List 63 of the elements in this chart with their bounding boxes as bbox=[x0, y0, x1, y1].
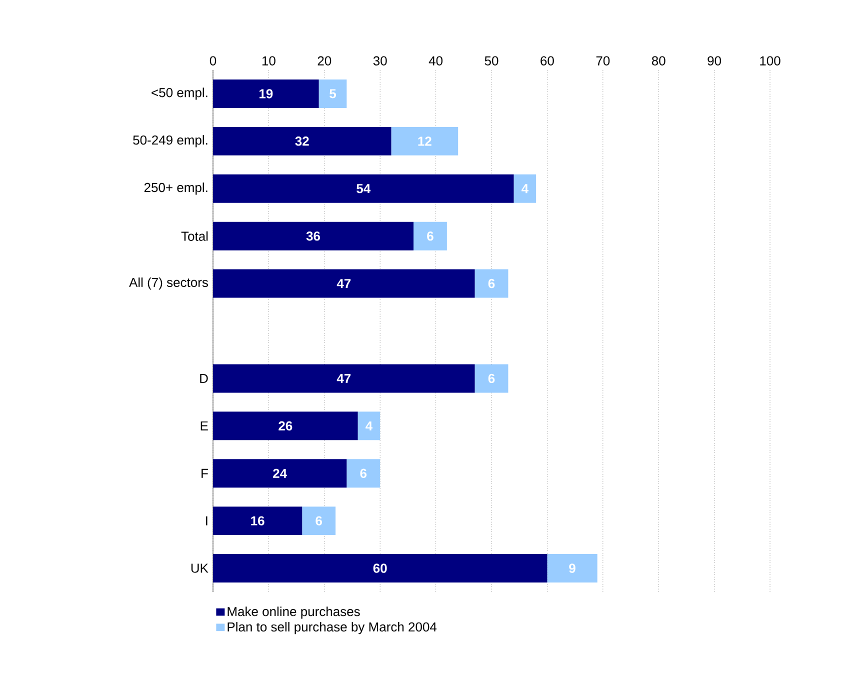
bar bbox=[318, 79, 347, 108]
x-tick-label: 50 bbox=[484, 56, 498, 66]
data-label: 24 bbox=[273, 468, 287, 478]
bar bbox=[213, 269, 475, 298]
bar bbox=[474, 364, 508, 393]
bar bbox=[213, 506, 302, 536]
bar bbox=[514, 174, 536, 203]
bar bbox=[302, 506, 336, 536]
x-tick-label: 80 bbox=[652, 56, 666, 66]
y-tick-label: D bbox=[200, 374, 208, 383]
x-tick-label: 40 bbox=[428, 56, 443, 66]
x-tick-label: 30 bbox=[373, 56, 387, 66]
data-label: 4 bbox=[522, 184, 528, 194]
bar bbox=[474, 269, 508, 298]
bar bbox=[213, 364, 475, 393]
bar bbox=[213, 126, 392, 156]
x-tick-label: 0 bbox=[210, 56, 216, 66]
y-tick-label: F bbox=[202, 468, 208, 478]
data-label: 6 bbox=[488, 278, 495, 288]
x-tick-label: 90 bbox=[708, 56, 722, 66]
bar bbox=[213, 79, 319, 108]
y-tick-label: 250+ empl. bbox=[144, 182, 208, 195]
data-label: 9 bbox=[569, 564, 576, 573]
bar bbox=[346, 459, 380, 488]
y-tick-label: Total bbox=[181, 231, 208, 241]
data-label: 6 bbox=[316, 516, 322, 526]
data-label: 60 bbox=[373, 564, 387, 573]
x-tick-label: 60 bbox=[540, 56, 554, 66]
y-tick-label: 50-249 empl. bbox=[133, 135, 208, 148]
data-label: 47 bbox=[336, 279, 351, 288]
y-tick-label: I bbox=[206, 516, 208, 526]
data-label: 6 bbox=[488, 374, 495, 384]
x-tick-label: 20 bbox=[318, 56, 332, 66]
y-tick-label: All (7) sectors bbox=[129, 277, 208, 290]
y-tick-label: UK bbox=[191, 564, 208, 573]
bar bbox=[391, 126, 458, 156]
data-label: 36 bbox=[306, 231, 320, 241]
x-tick-label: 70 bbox=[596, 56, 610, 66]
x-tick-label: 100 bbox=[760, 56, 780, 66]
data-label: 54 bbox=[356, 184, 371, 194]
data-label: 4 bbox=[366, 421, 373, 430]
bar bbox=[414, 222, 447, 250]
legend-label: Plan to sell purchase by March 2004 bbox=[228, 622, 437, 634]
y-tick-label: E bbox=[200, 421, 208, 430]
bar bbox=[213, 222, 414, 250]
bar bbox=[547, 554, 598, 583]
data-label: 5 bbox=[330, 89, 336, 98]
bar bbox=[213, 459, 347, 488]
data-label: 6 bbox=[427, 231, 434, 241]
data-label: 16 bbox=[251, 516, 264, 526]
bar bbox=[213, 554, 548, 583]
legend-label: Make online purchases bbox=[228, 606, 360, 619]
bar bbox=[213, 174, 514, 203]
data-label: 26 bbox=[278, 421, 292, 431]
data-label: 12 bbox=[418, 136, 432, 146]
data-label: 6 bbox=[360, 468, 367, 478]
data-label: 19 bbox=[260, 89, 273, 98]
x-tick-label: 10 bbox=[262, 56, 276, 66]
data-label: 47 bbox=[336, 374, 351, 383]
y-tick-label: <50 empl. bbox=[152, 88, 208, 100]
bar bbox=[358, 412, 380, 440]
bar bbox=[213, 412, 358, 440]
data-label: 32 bbox=[295, 136, 309, 146]
